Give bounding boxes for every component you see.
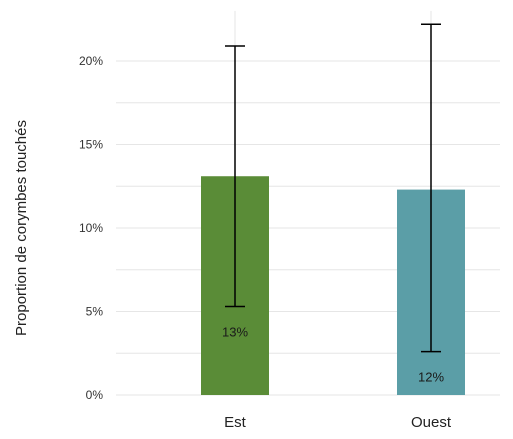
y-tick-label: 10% bbox=[79, 221, 103, 235]
y-tick-label: 20% bbox=[79, 54, 103, 68]
x-tick-label: Est bbox=[224, 414, 247, 431]
data-label: 12% bbox=[418, 370, 444, 385]
y-axis-ticks: 0% 5% 10% 15% 20% bbox=[79, 54, 103, 402]
bars bbox=[201, 176, 465, 395]
x-tick-label: Ouest bbox=[411, 414, 452, 431]
error-bars bbox=[225, 23, 441, 353]
data-label: 13% bbox=[222, 324, 248, 339]
y-axis-label: Proportion de corymbes touchés bbox=[13, 120, 30, 336]
data-labels: 13% 12% bbox=[222, 324, 444, 384]
y-tick-label: 0% bbox=[86, 388, 104, 402]
y-tick-label: 15% bbox=[79, 138, 103, 152]
x-axis-ticks: Est Ouest bbox=[224, 414, 452, 431]
y-tick-label: 5% bbox=[86, 305, 104, 319]
